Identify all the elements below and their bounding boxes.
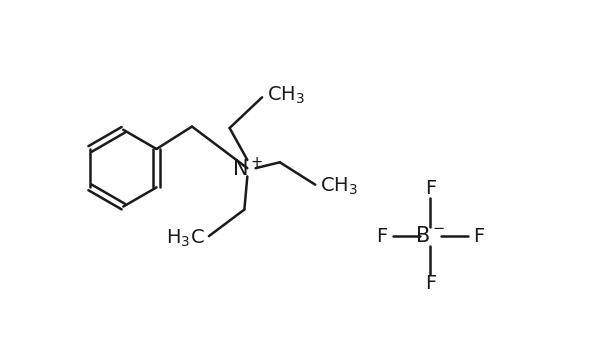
Text: F: F <box>425 274 436 293</box>
Text: F: F <box>376 227 388 246</box>
Text: F: F <box>473 227 484 246</box>
Text: CH$_3$: CH$_3$ <box>320 175 358 197</box>
Text: H$_3$C: H$_3$C <box>165 228 204 249</box>
Text: B$^-$: B$^-$ <box>415 226 445 246</box>
Text: N$^+$: N$^+$ <box>231 157 263 180</box>
Text: CH$_3$: CH$_3$ <box>267 84 305 105</box>
Text: F: F <box>425 179 436 198</box>
